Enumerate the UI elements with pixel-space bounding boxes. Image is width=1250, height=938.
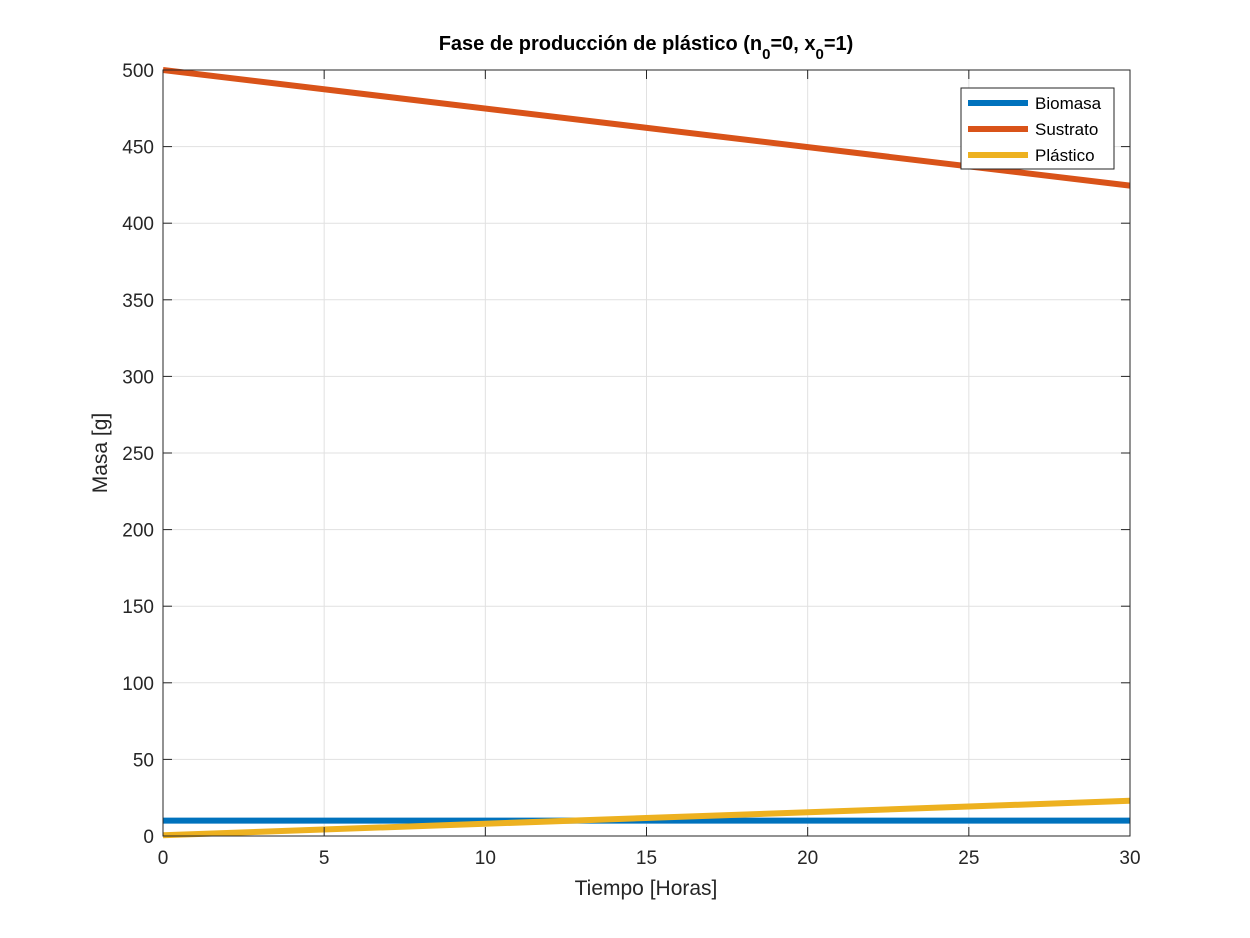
y-tick-label: 100 [122,674,154,695]
chart-title-part: Fase de producción de plástico (n [439,33,762,55]
legend: Biomasa Sustrato Plástico [960,87,1115,170]
y-tick-label: 450 [122,138,154,159]
x-tick-label: 15 [636,848,657,869]
chart-title-part: 0 [762,46,770,63]
x-tick-label: 30 [1119,848,1140,869]
axis-ticks [162,69,1131,837]
chart-title-part: 0 [815,46,823,63]
chart-title-part: =0, x [770,33,815,55]
legend-label: Biomasa [1035,94,1102,113]
axis-tick-labels: 0 5 10 15 20 25 300501001502002503003504004505… [122,61,1140,869]
y-tick-label: 300 [122,367,154,388]
y-tick-label: 500 [122,61,154,82]
legend-label: Plástico [1035,146,1095,165]
y-tick-label: 200 [122,521,154,542]
x-tick-label: 20 [797,848,818,869]
chart-title: Fase de producción de plástico (n0=0, x0… [439,33,854,63]
x-tick-label: 25 [958,848,979,869]
x-axis-label: Tiempo [Horas] [575,877,718,900]
y-tick-label: 400 [122,214,154,235]
chart-title-part: =1) [824,33,853,55]
x-tick-label: 5 [319,848,330,869]
y-axis-label: Masa [g] [89,413,112,494]
y-tick-label: 150 [122,597,154,618]
y-tick-label: 50 [133,750,154,771]
y-tick-label: 350 [122,291,154,312]
legend-label: Sustrato [1035,120,1098,139]
y-tick-label: 0 [143,827,154,848]
x-tick-label: 10 [475,848,496,869]
x-tick-label: 0 [158,848,169,869]
y-tick-label: 250 [122,444,154,465]
